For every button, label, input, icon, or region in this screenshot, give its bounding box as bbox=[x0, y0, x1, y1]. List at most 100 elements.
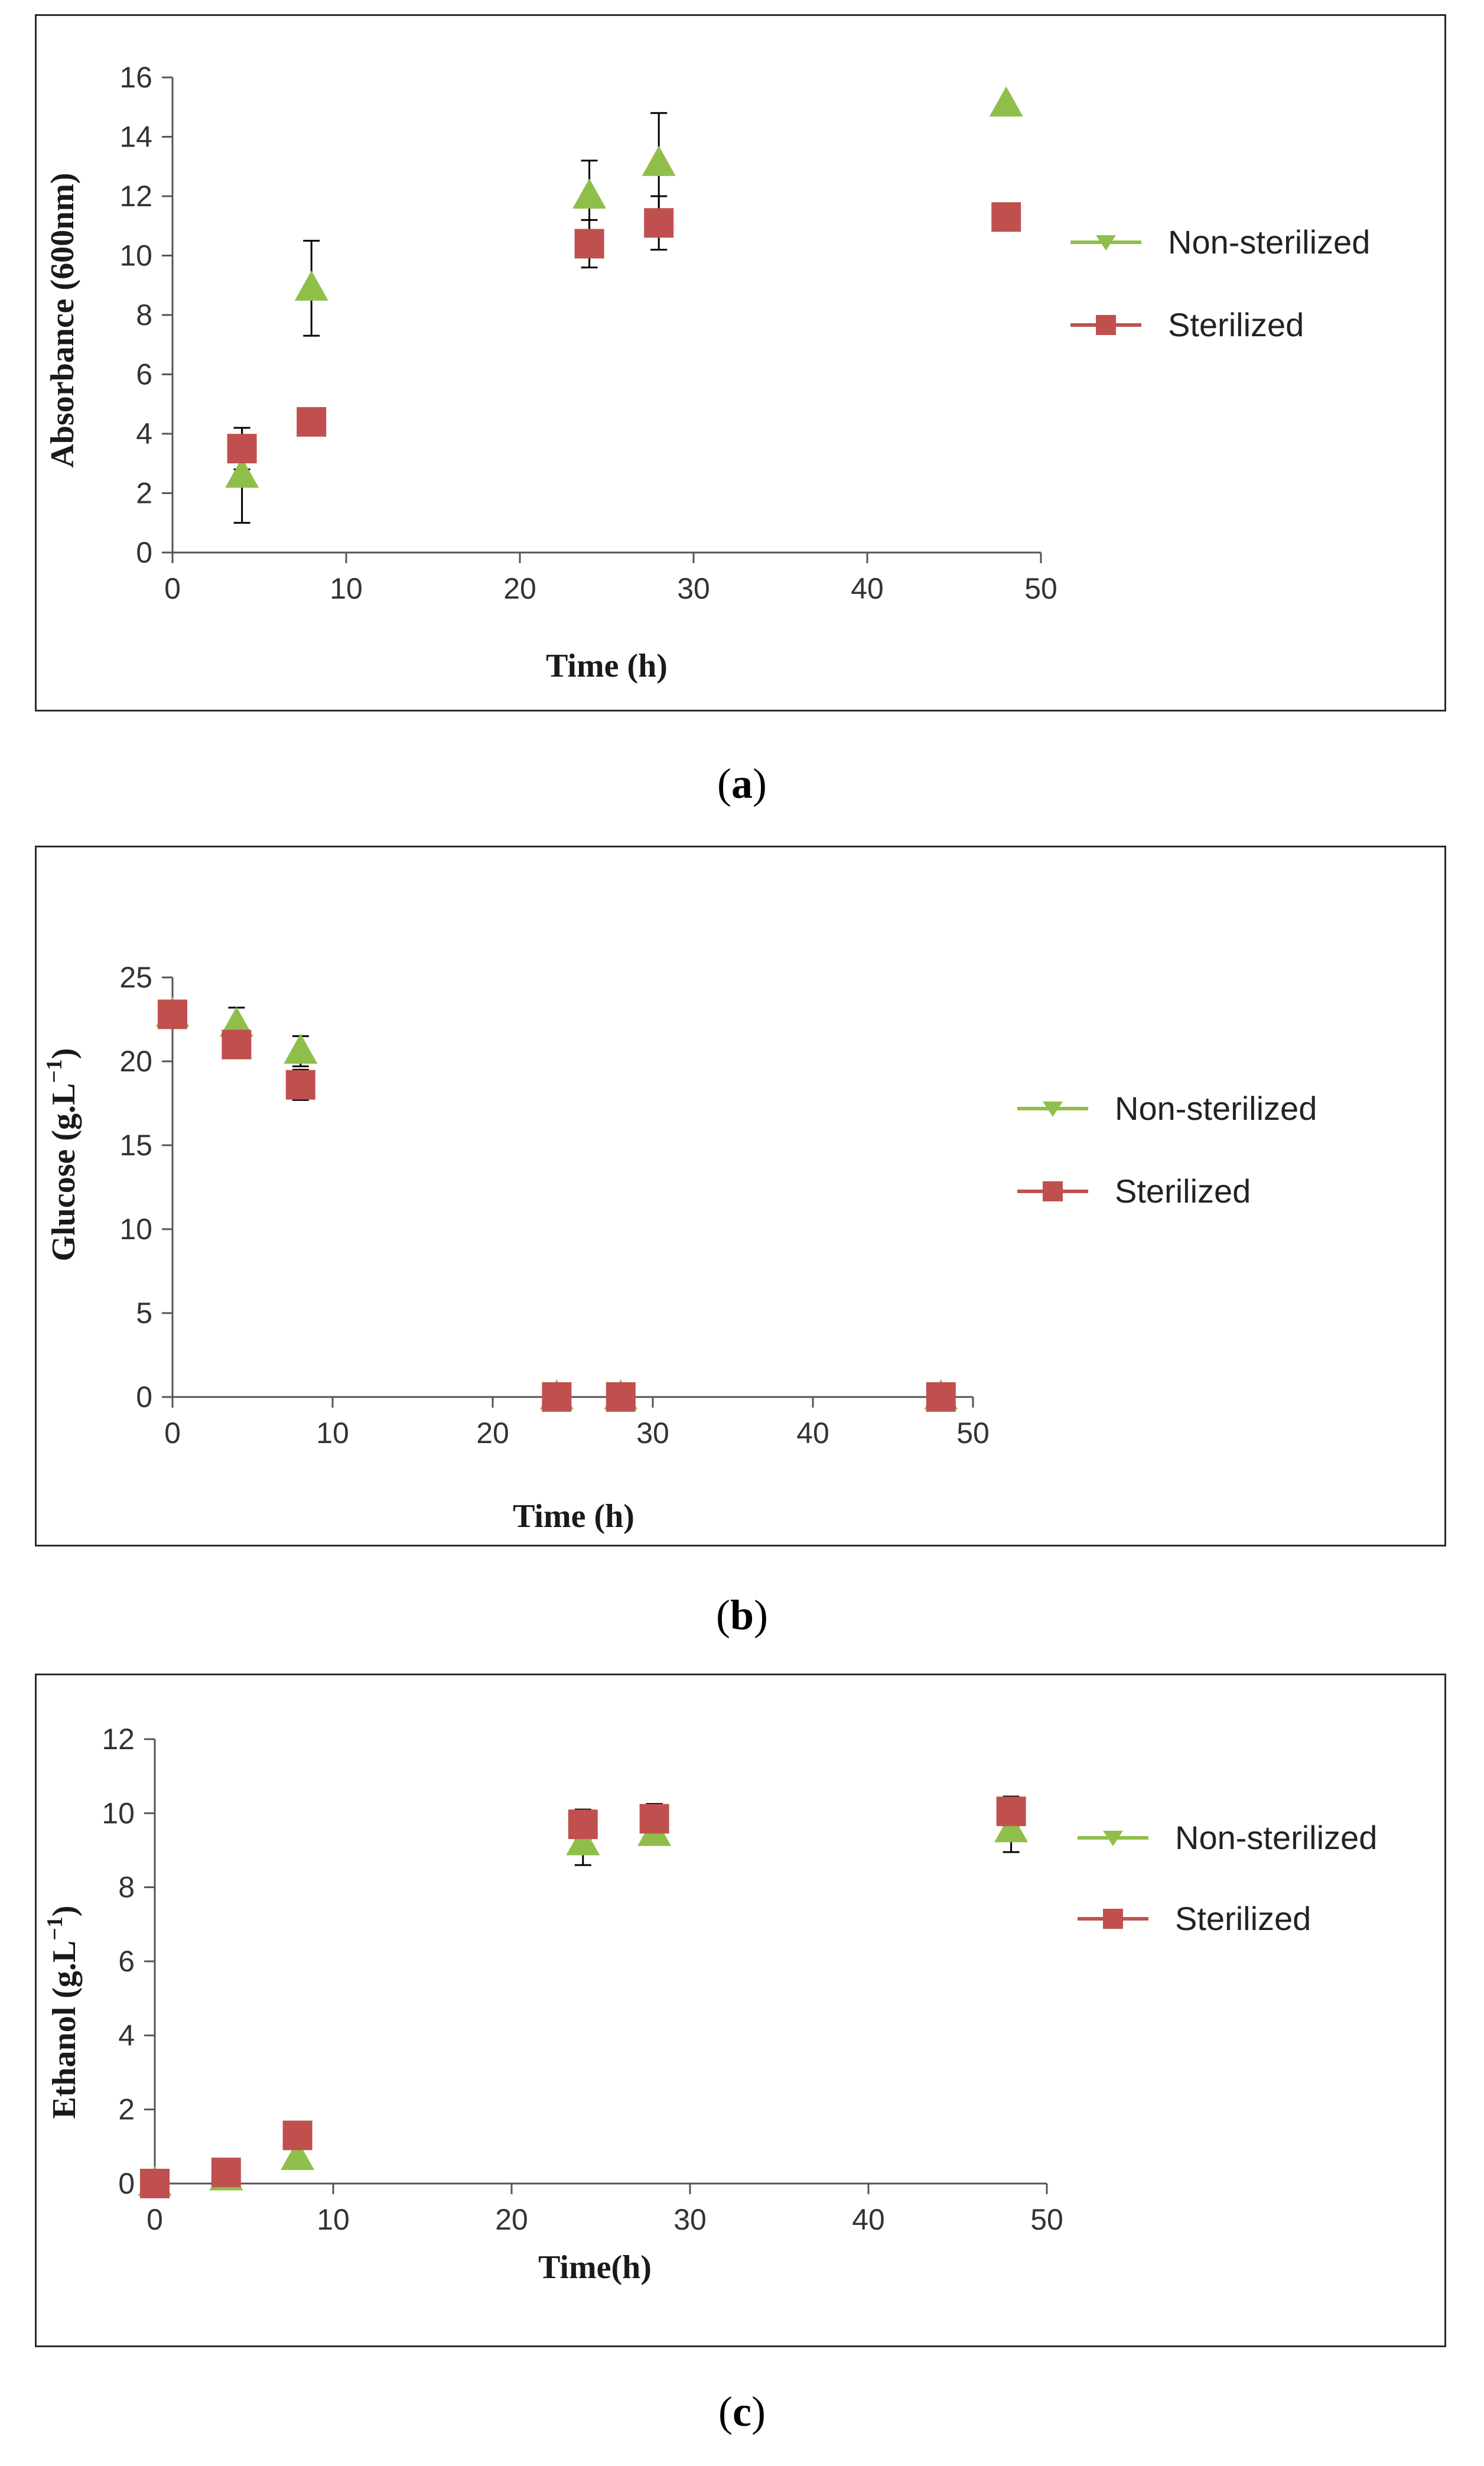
chart-a-x-tick-label: 10 bbox=[330, 572, 363, 605]
chart-b-point-sterilized bbox=[222, 1029, 252, 1060]
chart-b-ylabel: Glucose (g.L−1) bbox=[42, 1048, 82, 1261]
chart-c-point-sterilized bbox=[639, 1804, 669, 1834]
chart-panel-c: 0 10 20 30 40 50 0 2 4 6 8 10 12 Time(h) Ethanol (g.… bbox=[35, 1674, 1446, 2347]
chart-c-legend-marker-non-sterilized bbox=[1103, 1831, 1123, 1846]
chart-b-point-non-sterilized bbox=[219, 1006, 253, 1037]
caption-a: (a) bbox=[717, 760, 767, 807]
chart-b-x-tick-label: 40 bbox=[796, 1416, 829, 1450]
chart-a-y-tick-label: 14 bbox=[119, 121, 152, 154]
chart-c-x-tick-label: 0 bbox=[147, 2203, 163, 2236]
chart-c-x-tick-label: 10 bbox=[317, 2203, 350, 2236]
chart-a-y-tick-label: 2 bbox=[136, 477, 152, 510]
chart-c-legend-label: Non-sterilized bbox=[1175, 1819, 1377, 1856]
chart-c-x-tick-label: 40 bbox=[852, 2203, 885, 2236]
chart-b-point-sterilized bbox=[926, 1382, 956, 1412]
chart-a-y-tick-label: 16 bbox=[119, 61, 152, 94]
chart-c-y-tick-label: 8 bbox=[118, 1871, 135, 1904]
chart-b-y-tick-label: 15 bbox=[119, 1129, 152, 1162]
chart-b-point-sterilized bbox=[158, 999, 187, 1029]
chart-a-y-tick-label: 4 bbox=[136, 417, 152, 450]
chart-a-legend-label: Non-sterilized bbox=[1168, 223, 1370, 261]
chart-c-y-tick-label: 12 bbox=[102, 1723, 135, 1756]
chart-c-xlabel: Time(h) bbox=[538, 2249, 652, 2286]
chart-b-xlabel: Time (h) bbox=[513, 1498, 634, 1535]
chart-b-data bbox=[155, 996, 958, 1412]
chart-a-x-tick-label: 50 bbox=[1024, 572, 1057, 605]
chart-c-point-sterilized bbox=[568, 1809, 598, 1840]
chart-a-point-sterilized bbox=[227, 434, 257, 464]
chart-a-legend-marker-non-sterilized bbox=[1096, 235, 1116, 251]
chart-a-axes: 0 10 20 30 40 50 0 2 4 6 8 10 12 14 16 bbox=[119, 61, 1057, 605]
chart-c-y-tick-label: 0 bbox=[118, 2167, 135, 2200]
chart-b-x-tick-label: 50 bbox=[956, 1416, 990, 1450]
caption-c: (c) bbox=[718, 2388, 766, 2435]
chart-b-y-tick-label: 5 bbox=[136, 1297, 152, 1330]
chart-a-svg: 0 10 20 30 40 50 0 2 4 6 8 10 12 14 16 Time (h) Absorb… bbox=[44, 61, 1370, 684]
chart-c-legend-marker-sterilized bbox=[1103, 1909, 1123, 1929]
chart-b-svg: 0 10 20 30 40 50 0 5 10 15 20 25 Time (h) Glucose (… bbox=[42, 961, 1317, 1535]
chart-a-point-non-sterilized bbox=[294, 270, 328, 301]
chart-b-point-sterilized bbox=[285, 1070, 315, 1100]
chart-b-x-tick-label: 30 bbox=[636, 1416, 669, 1450]
chart-b-legend-label: Sterilized bbox=[1115, 1172, 1251, 1210]
chart-a-point-non-sterilized bbox=[572, 178, 607, 209]
chart-a-point-sterilized bbox=[574, 229, 604, 259]
chart-a-x-tick-label: 20 bbox=[503, 572, 536, 605]
chart-b-x-tick-label: 20 bbox=[476, 1416, 509, 1450]
chart-b-y-tick-label: 10 bbox=[119, 1213, 152, 1246]
chart-c-point-sterilized bbox=[140, 2169, 170, 2198]
chart-c-y-tick-label: 10 bbox=[102, 1796, 135, 1830]
chart-a-point-sterilized bbox=[297, 407, 327, 437]
chart-c-x-tick-label: 20 bbox=[495, 2203, 528, 2236]
chart-b-legend: Non-sterilized Sterilized bbox=[1017, 1090, 1317, 1210]
chart-c-legend-label: Sterilized bbox=[1175, 1900, 1311, 1937]
chart-b-point-sterilized bbox=[542, 1382, 572, 1412]
chart-c-point-sterilized bbox=[211, 2158, 241, 2188]
chart-b-axes: 0 10 20 30 40 50 0 5 10 15 20 25 bbox=[119, 961, 989, 1450]
chart-a-point-sterilized bbox=[991, 202, 1021, 232]
chart-b-y-tick-label: 0 bbox=[136, 1380, 152, 1414]
chart-b-point-non-sterilized bbox=[284, 1033, 318, 1064]
chart-c-data bbox=[138, 1795, 1029, 2198]
chart-c-legend: Non-sterilized Sterilized bbox=[1078, 1819, 1377, 1937]
chart-c-point-non-sterilized bbox=[994, 1812, 1029, 1843]
chart-c-point-non-sterilized bbox=[281, 2140, 315, 2171]
chart-a-point-non-sterilized bbox=[225, 457, 259, 488]
chart-c-x-tick-label: 50 bbox=[1030, 2203, 1063, 2236]
chart-c-point-non-sterilized bbox=[566, 1825, 600, 1856]
chart-a-x-tick-label: 30 bbox=[677, 572, 710, 605]
chart-panel-b: 0 10 20 30 40 50 0 5 10 15 20 25 Time (h) Glucose (… bbox=[35, 846, 1446, 1546]
chart-a-point-non-sterilized bbox=[642, 145, 676, 176]
chart-a-point-sterilized bbox=[644, 208, 674, 238]
chart-a-legend: Non-sterilized Sterilized bbox=[1070, 223, 1370, 343]
chart-c-ylabel: Ethanol (g.L−1) bbox=[43, 1905, 83, 2119]
chart-a-legend-label: Sterilized bbox=[1168, 306, 1304, 343]
chart-b-x-tick-label: 10 bbox=[316, 1416, 349, 1450]
chart-c-point-sterilized bbox=[996, 1796, 1026, 1827]
chart-a-ylabel: Absorbance (600nm) bbox=[44, 173, 81, 467]
chart-b-legend-marker-non-sterilized bbox=[1043, 1102, 1063, 1117]
chart-a-x-tick-label: 0 bbox=[164, 572, 181, 605]
chart-c-point-sterilized bbox=[282, 2120, 313, 2150]
chart-b-y-tick-label: 25 bbox=[119, 961, 152, 994]
chart-panel-a: 0 10 20 30 40 50 0 2 4 6 8 10 12 14 16 Time (h) Absorb… bbox=[35, 14, 1446, 711]
chart-c-y-tick-label: 2 bbox=[118, 2093, 135, 2126]
chart-b-y-tick-label: 20 bbox=[119, 1045, 152, 1078]
chart-a-data bbox=[225, 86, 1023, 524]
chart-b-x-tick-label: 0 bbox=[164, 1416, 181, 1450]
chart-a-x-tick-label: 40 bbox=[851, 572, 884, 605]
chart-c-x-tick-label: 30 bbox=[673, 2203, 707, 2236]
chart-a-y-tick-label: 10 bbox=[119, 239, 152, 272]
chart-c-y-tick-label: 4 bbox=[118, 2019, 135, 2052]
chart-a-y-tick-label: 6 bbox=[136, 358, 152, 391]
chart-c-svg: 0 10 20 30 40 50 0 2 4 6 8 10 12 Time(h) Ethanol (g.… bbox=[43, 1723, 1377, 2286]
chart-b-legend-label: Non-sterilized bbox=[1115, 1090, 1317, 1127]
chart-b-point-sterilized bbox=[606, 1382, 636, 1412]
chart-a-legend-marker-sterilized bbox=[1096, 315, 1116, 335]
chart-b-legend-marker-sterilized bbox=[1043, 1181, 1063, 1201]
chart-a-xlabel: Time (h) bbox=[546, 648, 668, 684]
chart-a-y-tick-label: 0 bbox=[136, 536, 152, 569]
chart-a-point-non-sterilized bbox=[989, 86, 1023, 117]
chart-a-y-tick-label: 12 bbox=[119, 180, 152, 213]
chart-a-y-tick-label: 8 bbox=[136, 298, 152, 332]
